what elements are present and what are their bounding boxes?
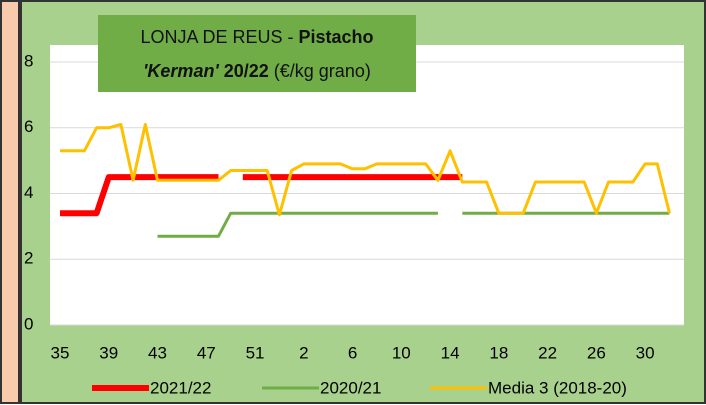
x-tick-label: 39 — [99, 343, 118, 362]
y-tick-label: 6 — [24, 117, 33, 136]
side-panel — [0, 0, 20, 404]
title-part: Pistacho — [298, 26, 374, 47]
title-text: LONJA DE REUS - Pistacho 'Kerman' 20/22 … — [104, 20, 410, 88]
x-tick-label: 6 — [348, 343, 357, 362]
series-line — [60, 174, 463, 217]
x-tick-label: 26 — [587, 343, 606, 362]
title-part: 20/22 — [218, 60, 269, 81]
x-tick-label: 51 — [246, 343, 265, 362]
y-tick-label: 4 — [24, 183, 33, 202]
x-tick-label: 47 — [197, 343, 216, 362]
x-tick-label: 43 — [148, 343, 167, 362]
series-line — [157, 211, 670, 238]
legend-label: 2021/22 — [150, 378, 211, 397]
legend-label: 2020/21 — [320, 378, 381, 397]
y-tick-label: 0 — [24, 314, 33, 333]
x-tick-label: 22 — [538, 343, 557, 362]
y-tick-label: 8 — [24, 51, 33, 70]
x-tick-label: 30 — [636, 343, 655, 362]
x-tick-label: 14 — [441, 343, 460, 362]
title-part: 'Kerman' — [143, 60, 219, 81]
series-line — [60, 123, 671, 217]
title-part: LONJA DE REUS - — [140, 26, 299, 47]
x-tick-label: 2 — [299, 343, 308, 362]
x-tick-label: 10 — [392, 343, 411, 362]
x-tick-label: 18 — [489, 343, 508, 362]
x-tick-label: 35 — [51, 343, 70, 362]
y-tick-label: 2 — [24, 249, 33, 268]
title-part: (€/kg grano) — [268, 60, 371, 81]
chart-title: LONJA DE REUS - Pistacho 'Kerman' 20/22 … — [98, 15, 416, 92]
legend-label: Media 3 (2018-20) — [488, 378, 627, 397]
